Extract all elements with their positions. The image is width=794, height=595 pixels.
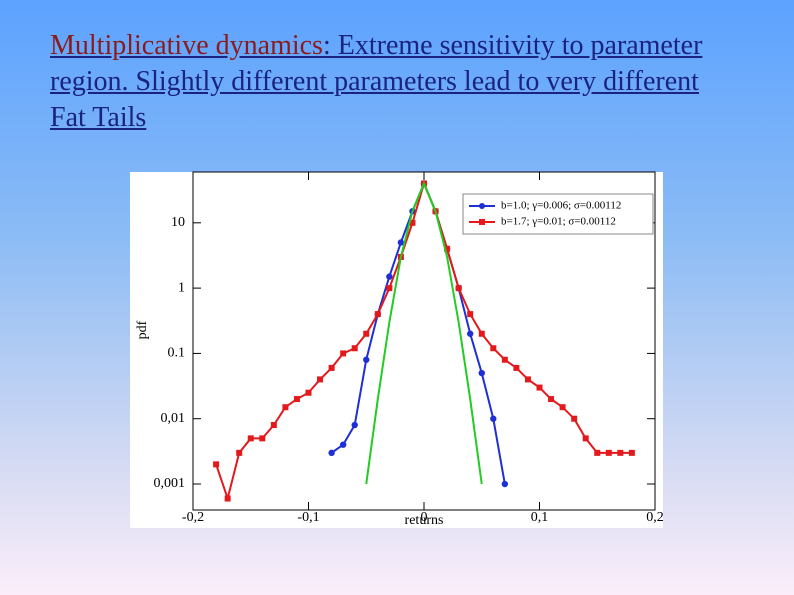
data-point	[397, 239, 405, 246]
data-point	[386, 285, 393, 292]
data-point	[293, 396, 300, 403]
data-point	[478, 330, 485, 337]
data-point	[490, 345, 497, 352]
data-point	[386, 273, 393, 280]
y-tick-label: 10	[171, 215, 185, 230]
data-point	[628, 449, 635, 456]
data-point	[363, 330, 370, 337]
legend-label: b=1.0; γ=0.006; σ=0.00112	[501, 200, 621, 212]
x-tick-label: -0,1	[297, 510, 319, 525]
x-tick-label: 0	[421, 510, 428, 525]
legend-box	[462, 193, 654, 235]
data-point	[305, 389, 312, 396]
data-point	[339, 441, 347, 448]
data-point	[548, 396, 555, 403]
data-point	[524, 376, 531, 383]
data-point	[213, 461, 220, 468]
data-point	[444, 245, 451, 252]
data-point	[351, 421, 358, 429]
y-tick-label: 0,01	[161, 411, 186, 426]
legend-marker	[479, 219, 485, 225]
data-point	[374, 311, 381, 318]
data-point	[455, 285, 462, 292]
data-point	[605, 449, 612, 456]
data-point	[490, 415, 497, 422]
data-point	[328, 449, 335, 457]
data-point	[536, 384, 543, 391]
data-point	[236, 449, 243, 456]
x-tick-label: 0,2	[646, 510, 664, 525]
data-point	[617, 449, 624, 456]
y-axis-label: pdf	[135, 320, 150, 339]
y-tick-label: 1	[178, 280, 185, 295]
title-lead: Multiplicative dynamics	[50, 30, 323, 61]
data-point	[501, 356, 508, 363]
data-point	[282, 404, 289, 411]
data-point	[259, 435, 266, 442]
x-tick-label: 0,1	[531, 510, 549, 525]
data-point	[478, 369, 485, 377]
data-point	[224, 495, 231, 502]
data-point	[351, 345, 358, 352]
data-point	[571, 415, 578, 422]
data-point	[513, 364, 520, 371]
series-line	[365, 180, 483, 485]
legend-marker	[479, 203, 485, 209]
y-tick-label: 0.1	[168, 346, 186, 361]
data-point	[363, 356, 370, 363]
x-axis-label: returns	[405, 513, 444, 528]
y-tick-label: 0,001	[154, 476, 186, 491]
data-point	[501, 480, 509, 488]
data-point	[594, 449, 601, 456]
legend-label: b=1.7; γ=0.01; σ=0.00112	[501, 216, 616, 228]
data-point	[270, 422, 277, 429]
data-point	[247, 435, 254, 442]
data-point	[467, 311, 474, 318]
data-point	[317, 376, 324, 383]
data-point	[340, 350, 347, 357]
plot-area	[213, 180, 635, 503]
x-tick-label: -0,2	[182, 510, 204, 525]
data-point	[328, 364, 335, 371]
data-point	[582, 435, 589, 442]
data-point	[467, 330, 474, 337]
data-point	[559, 404, 566, 411]
title-rest: : Extreme sensitivity to parameter regio…	[50, 30, 703, 133]
data-point	[409, 219, 416, 226]
slide-title: Multiplicative dynamics: Extreme sensiti…	[50, 28, 730, 136]
